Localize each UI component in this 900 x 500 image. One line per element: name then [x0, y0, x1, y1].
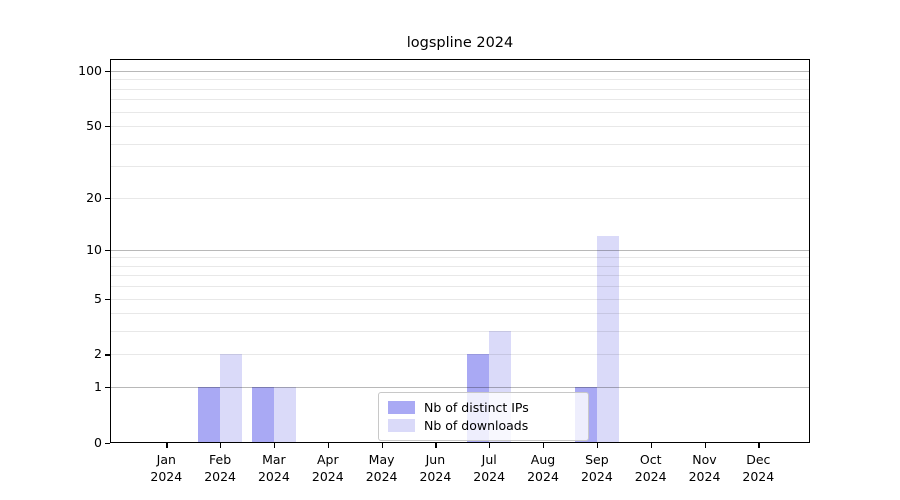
minor-gridline — [110, 275, 810, 277]
x-tick — [166, 443, 168, 448]
x-tick-label: Dec 2024 — [716, 452, 800, 485]
y-tick-label: 50 — [86, 118, 102, 133]
x-tick-label: Apr 2024 — [286, 452, 370, 485]
bar-nb-of-distinct-ips-mar — [251, 387, 274, 443]
bar-nb-of-downloads-mar — [273, 387, 296, 443]
x-tick — [489, 443, 491, 448]
x-tick-label: Nov 2024 — [663, 452, 747, 485]
major-gridline — [110, 249, 810, 251]
month-label: Dec — [746, 452, 771, 467]
month-label: Mar — [262, 452, 286, 467]
year-label: 2024 — [473, 468, 506, 484]
y-tick — [105, 387, 110, 389]
bar-nb-of-downloads-feb — [220, 354, 243, 443]
year-label: 2024 — [527, 468, 559, 484]
minor-gridline — [110, 298, 810, 300]
minor-gridline — [110, 313, 810, 315]
year-label: 2024 — [204, 468, 236, 484]
x-tick — [327, 443, 330, 448]
minor-gridline — [110, 354, 810, 356]
x-tick-label: May 2024 — [340, 452, 424, 485]
downloads-swatch-icon — [388, 419, 415, 432]
x-tick-label: Mar 2024 — [232, 452, 316, 485]
x-tick-label: Jan 2024 — [124, 452, 208, 485]
y-tick — [105, 70, 110, 73]
month-label: Aug — [530, 452, 556, 467]
minor-gridline — [110, 111, 810, 113]
y-tick — [105, 249, 110, 251]
y-tick-label: 1 — [94, 379, 102, 395]
x-tick — [596, 443, 599, 448]
x-tick-label: Jul 2024 — [447, 452, 531, 485]
legend-item-distinct-ips: Nb of distinct IPs — [388, 399, 579, 416]
legend-item-downloads: Nb of downloads — [388, 417, 579, 434]
year-label: 2024 — [150, 468, 183, 484]
legend-label-downloads: Nb of downloads — [424, 418, 529, 433]
bar-nb-of-distinct-ips-feb — [198, 387, 221, 443]
year-label: 2024 — [257, 468, 290, 484]
year-label: 2024 — [634, 468, 667, 484]
y-tick — [105, 126, 110, 128]
year-label: 2024 — [580, 468, 613, 484]
minor-gridline — [110, 79, 810, 81]
y-tick-label: 10 — [86, 241, 102, 257]
x-tick-label: Aug 2024 — [501, 452, 585, 485]
y-tick — [105, 443, 110, 445]
x-tick — [381, 443, 383, 448]
minor-gridline — [110, 286, 810, 288]
x-tick — [220, 443, 222, 448]
distinct-ips-swatch-icon — [388, 401, 415, 414]
x-tick-label: Feb 2024 — [178, 452, 262, 485]
plot-area — [110, 59, 810, 443]
minor-gridline — [110, 265, 810, 267]
major-gridline — [110, 70, 810, 72]
x-tick — [650, 443, 652, 448]
minor-gridline — [110, 126, 810, 127]
year-label: 2024 — [311, 468, 344, 484]
minor-gridline — [110, 197, 810, 199]
major-gridline — [110, 387, 810, 389]
y-tick-label: 5 — [94, 290, 102, 306]
year-label: 2024 — [688, 468, 721, 484]
minor-gridline — [110, 331, 810, 333]
y-tick — [105, 197, 110, 199]
month-label: Sep — [585, 452, 609, 467]
month-label: Apr — [316, 452, 339, 467]
year-label: 2024 — [365, 468, 398, 484]
x-tick — [704, 443, 706, 448]
minor-gridline — [110, 257, 810, 259]
x-tick-label: Jun 2024 — [393, 452, 477, 485]
x-tick — [435, 443, 437, 448]
month-label: Nov — [692, 452, 717, 467]
legend-label-distinct-ips: Nb of distinct IPs — [424, 400, 529, 415]
legend: Nb of distinct IPs Nb of downloads — [378, 392, 589, 441]
y-tick — [105, 354, 110, 356]
y-tick-label: 2 — [94, 346, 102, 362]
x-tick — [543, 443, 545, 448]
x-tick-label: Sep 2024 — [555, 452, 639, 485]
x-tick — [758, 443, 760, 448]
bar-nb-of-downloads-sep — [596, 236, 619, 443]
chart-title: logspline 2024 — [406, 35, 514, 51]
month-label: Jun — [425, 452, 446, 467]
y-tick-label: 0 — [94, 435, 102, 450]
month-label: Oct — [639, 452, 662, 467]
minor-gridline — [110, 166, 810, 168]
y-tick-label: 100 — [78, 62, 102, 78]
x-tick — [273, 443, 276, 448]
minor-gridline — [110, 88, 810, 90]
y-tick-label: 20 — [86, 189, 102, 205]
month-label: Feb — [209, 452, 232, 467]
month-label: May — [368, 452, 395, 467]
year-label: 2024 — [742, 468, 775, 484]
y-tick — [105, 298, 110, 300]
minor-gridline — [110, 143, 810, 145]
month-label: Jul — [481, 452, 497, 467]
x-tick-label: Oct 2024 — [609, 452, 693, 485]
month-label: Jan — [156, 452, 176, 467]
minor-gridline — [110, 99, 810, 101]
year-label: 2024 — [419, 468, 452, 484]
